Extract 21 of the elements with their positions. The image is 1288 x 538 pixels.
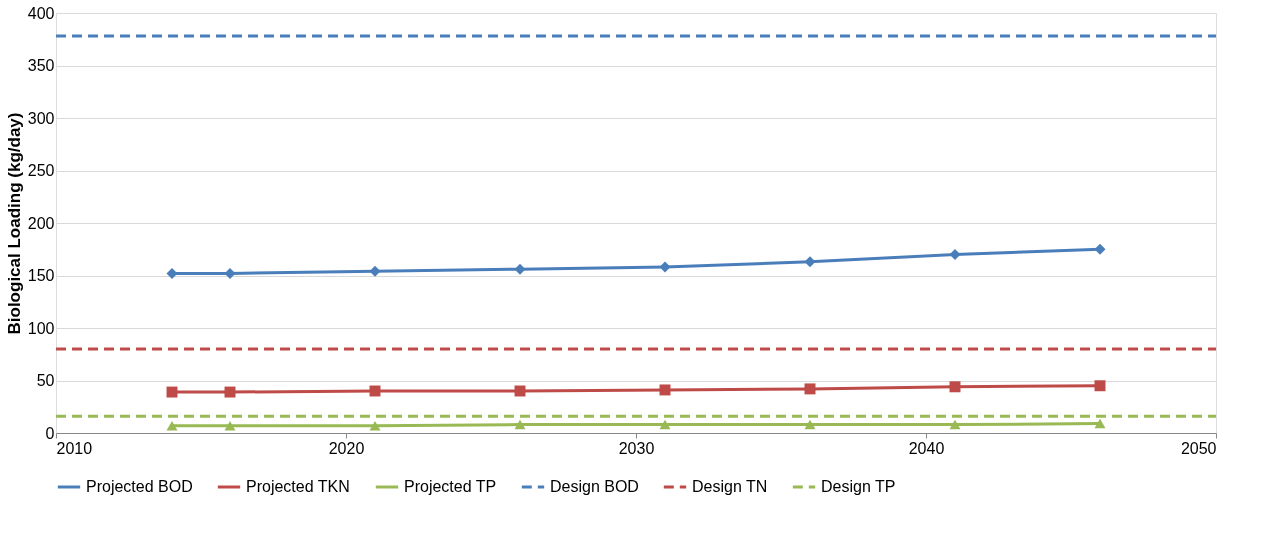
y-tick-label: 100 [27,319,55,337]
y-tick-label: 350 [27,57,55,74]
y-tick-label: 0 [45,424,55,442]
y-tick-label: 200 [27,214,55,232]
x-tick-label: 2030 [618,439,655,457]
x-tick-label: 2050 [1180,439,1217,457]
legend-label: Design TN [692,478,768,495]
legend-label: Projected TKN [246,478,350,495]
y-tick-label: 150 [27,267,55,284]
y-axis-title: Biological Loading (kg/day) [4,112,24,335]
legend-label: Projected BOD [86,478,193,495]
legend-label: Design TP [821,478,896,495]
x-tick-label: 2010 [56,439,93,457]
y-tick-label: 50 [36,372,55,389]
x-tick-label: 2040 [908,439,945,457]
legend-label: Projected TP [404,478,497,495]
x-tick-label: 2020 [328,439,365,457]
y-tick-label: 400 [27,4,55,22]
y-tick-label: 300 [27,109,55,127]
legend-label: Design BOD [550,478,639,495]
y-tick-label: 250 [27,162,55,179]
